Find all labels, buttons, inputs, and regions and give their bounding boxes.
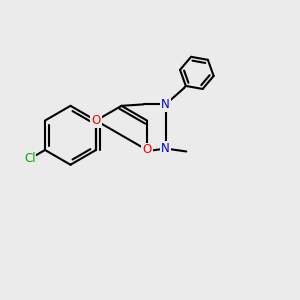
Text: O: O <box>142 143 152 157</box>
Text: Cl: Cl <box>24 152 35 165</box>
Text: O: O <box>92 114 100 127</box>
Text: N: N <box>161 98 170 111</box>
Text: N: N <box>161 142 170 155</box>
